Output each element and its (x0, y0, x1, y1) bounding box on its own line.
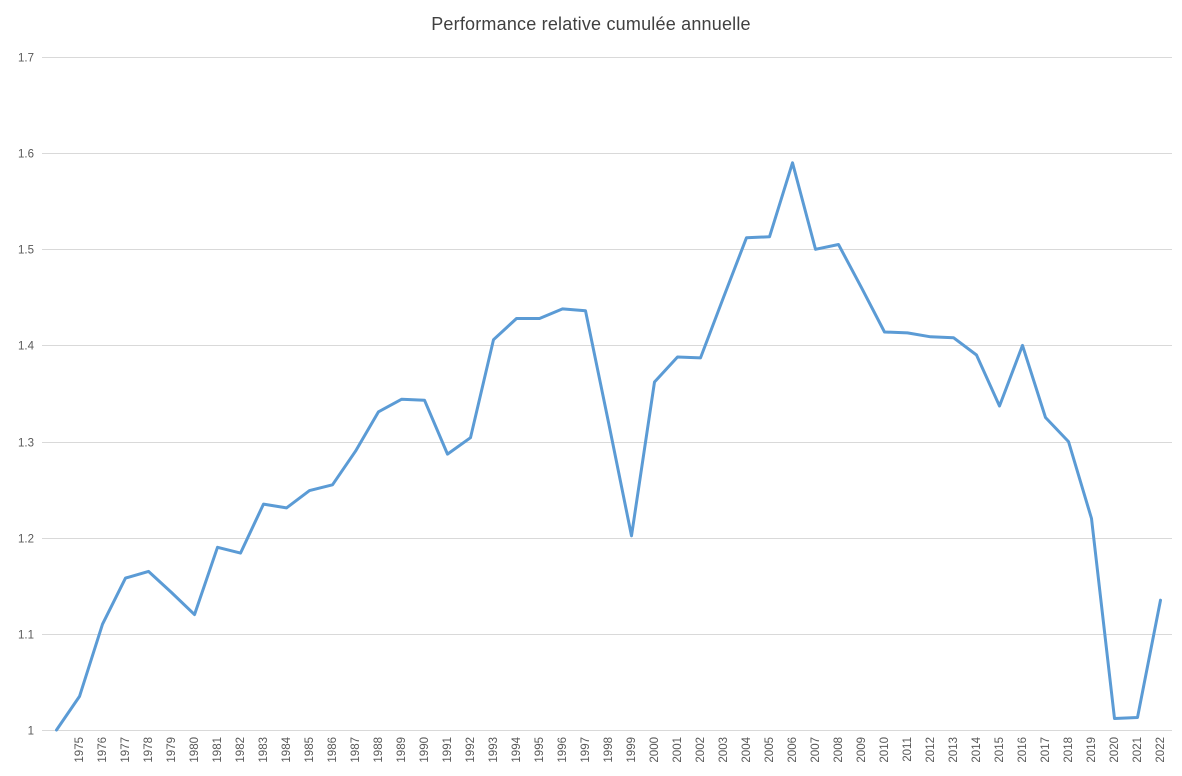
y-axis-tick-label: 1.1 (18, 630, 34, 642)
x-axis-tick-label: 2013 (948, 737, 960, 763)
x-axis-tick-label: 1979 (166, 737, 178, 763)
y-axis-tick-label: 1.6 (18, 149, 34, 161)
x-axis-tick-label: 2001 (672, 737, 684, 763)
y-axis-tick-label: 1 (28, 726, 34, 738)
x-axis-tick-label: 1983 (258, 737, 270, 763)
series-line (55, 161, 1162, 732)
x-axis-tick-label: 1980 (189, 737, 201, 763)
y-axis-tick-label: 1.7 (18, 53, 34, 65)
x-axis-tick-label: 1991 (442, 737, 454, 763)
x-axis-tick-label: 2009 (856, 737, 868, 763)
x-axis-tick-label: 2010 (879, 737, 891, 763)
x-axis-tick-label: 2016 (1017, 737, 1029, 763)
x-axis-tick-label: 2000 (649, 737, 661, 763)
x-axis-tick-label: 1993 (488, 737, 500, 763)
x-axis-tick-label: 1995 (534, 737, 546, 763)
x-axis-tick-label: 2021 (1132, 737, 1144, 763)
x-axis-tick-label: 1988 (373, 737, 385, 763)
x-axis-tick-label: 2012 (925, 737, 937, 763)
x-axis-tick-label: 1976 (97, 737, 109, 763)
y-axis-tick-label: 1.4 (18, 341, 35, 353)
x-axis-tick-label: 1981 (212, 737, 224, 763)
x-axis-tick-label: 2005 (764, 737, 776, 763)
x-axis-tick-label: 1989 (396, 737, 408, 763)
x-axis-tick-label: 1985 (304, 737, 316, 763)
x-axis-tick-label: 1990 (419, 737, 431, 763)
x-axis-tick-label: 2002 (695, 737, 707, 763)
y-axis-tick-label: 1.2 (18, 534, 34, 546)
x-axis-tick-label: 2006 (787, 737, 799, 763)
x-axis-tick-label: 1998 (603, 737, 615, 763)
x-axis-tick-label: 2018 (1063, 737, 1075, 763)
x-axis-tick-label: 1997 (580, 737, 592, 763)
chart-title: Performance relative cumulée annuelle (431, 14, 751, 34)
x-axis-tick-label: 2017 (1040, 737, 1052, 763)
x-axis-tick-label: 2022 (1155, 737, 1167, 763)
x-axis-tick-label: 2007 (810, 737, 822, 763)
x-axis-tick-label: 1992 (465, 737, 477, 763)
x-axis-tick-label: 1996 (557, 737, 569, 763)
x-axis-tick-label: 1986 (327, 737, 339, 763)
x-axis-tick-label: 2020 (1109, 737, 1121, 763)
x-axis-tick-label: 1975 (74, 737, 86, 763)
x-axis-tick-label: 1978 (143, 737, 155, 763)
x-axis-tick-label: 1977 (120, 737, 132, 763)
y-axis-tick-label: 1.5 (18, 245, 34, 257)
x-axis-tick-label: 2008 (833, 737, 845, 763)
x-axis-tick-label: 2003 (718, 737, 730, 763)
x-axis-tick-label: 2014 (971, 736, 983, 762)
x-axis-tick-label: 1994 (511, 736, 523, 762)
x-axis-tick-label: 1999 (626, 737, 638, 763)
x-axis-tick-label: 2019 (1086, 737, 1098, 763)
y-axis-tick-label: 1.3 (18, 438, 34, 450)
x-axis-tick-label: 2015 (994, 737, 1006, 763)
x-axis-tick-label: 1984 (281, 736, 293, 762)
x-axis-tick-label: 1982 (235, 737, 247, 763)
x-axis-tick-label: 2004 (741, 736, 753, 762)
x-axis-tick-label: 1987 (350, 737, 362, 763)
x-axis-tick-label: 2011 (902, 737, 914, 762)
